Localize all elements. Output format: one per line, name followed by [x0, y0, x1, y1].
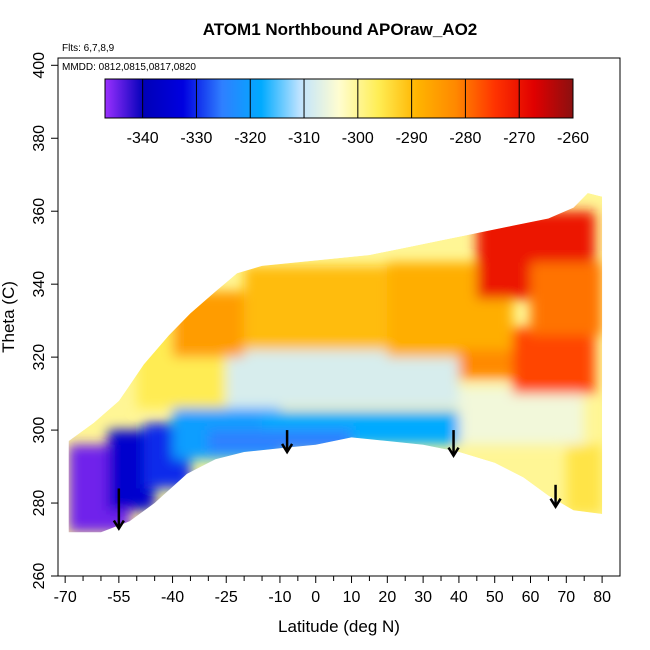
x-tick-label: -40: [161, 589, 184, 606]
x-tick-label: -55: [107, 589, 130, 606]
chart-title: ATOM1 Northbound APOraw_AO2: [203, 20, 478, 39]
x-tick-label: -25: [215, 589, 238, 606]
x-axis: -70 -55 -40 -25 -10 0 10 20 30 40 50 60 70 80: [54, 576, 611, 606]
x-tick-label: -70: [54, 589, 77, 606]
heatmap-cell: [244, 265, 388, 350]
colorbar-ticks: -340 -330 -320 -310 -300 -290 -280 -270 -260: [127, 79, 589, 147]
colorbar-tick-label: -270: [503, 130, 535, 147]
x-tick-label: 80: [593, 589, 611, 606]
x-tick-label: 40: [450, 589, 468, 606]
x-tick-label: -10: [268, 589, 291, 606]
data-region: [68, 193, 603, 533]
x-tick-label: 50: [486, 589, 504, 606]
colorbar-tick-label: -290: [396, 130, 428, 147]
arrow-marker: [549, 484, 562, 510]
arrow-marker: [281, 430, 294, 455]
y-tick-label: 340: [31, 271, 48, 298]
flights-annotation: Flts: 6,7,8,9: [62, 43, 115, 54]
y-tick-label: 360: [31, 198, 48, 225]
colorbar-tick-label: -330: [180, 130, 212, 147]
heatmap-cell: [190, 349, 459, 409]
colorbar-tick-label: -300: [342, 130, 374, 147]
colorbar-tick-label: -280: [449, 130, 481, 147]
colorbar-tick-label: -340: [127, 130, 159, 147]
heatmap-cell: [208, 430, 352, 452]
x-tick-label: 10: [343, 589, 361, 606]
y-axis-label: Theta (C): [0, 281, 18, 353]
colorbar-tick-label: -320: [234, 130, 266, 147]
heatmap-cell: [566, 444, 603, 514]
plot-frame: [57, 57, 621, 577]
y-tick-label: 300: [31, 417, 48, 444]
y-tick-label: 260: [31, 563, 48, 590]
colorbar-tick-label: -310: [288, 130, 320, 147]
x-tick-label: 0: [311, 589, 320, 606]
x-tick-label: 70: [557, 589, 575, 606]
y-tick-label: 320: [31, 344, 48, 371]
heatmap-area: [68, 193, 603, 533]
x-tick-label: 20: [378, 589, 396, 606]
y-tick-label: 380: [31, 125, 48, 152]
arrow-marker: [112, 488, 125, 531]
heatmap-cell: [530, 262, 603, 336]
field-patches: [68, 211, 603, 533]
y-axis: 260 280 300 320 340 360 380 400: [31, 52, 58, 590]
x-axis-label: Latitude (deg N): [278, 617, 400, 636]
colorbar-tick-label: -260: [557, 130, 589, 147]
heatmap-cell: [172, 291, 245, 358]
heatmap-cell: [512, 327, 595, 394]
heatmap-cell: [458, 386, 585, 445]
y-tick-label: 400: [31, 52, 48, 79]
dates-annotation: MMDD: 0812,0815,0817,0820: [62, 62, 196, 73]
y-tick-label: 280: [31, 490, 48, 517]
x-tick-label: 60: [522, 589, 540, 606]
colorbar: [104, 78, 574, 119]
arrow-marker: [447, 430, 460, 458]
arrow-markers: [112, 430, 562, 531]
x-tick-label: 30: [414, 589, 432, 606]
